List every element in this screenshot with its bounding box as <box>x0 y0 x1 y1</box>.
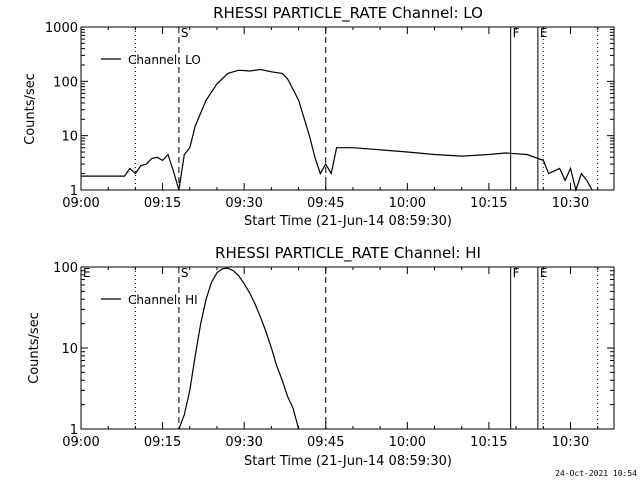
y-axis-label: Counts/sec <box>23 73 38 145</box>
x-tick-label: 10:15 <box>470 196 507 211</box>
event-marker-label: S <box>181 26 189 40</box>
x-tick-label: 09:45 <box>307 435 344 450</box>
plot-area: 09:00 09:15 09:30 09:45 10:00 10:15 10:30 1 10 10… <box>45 21 615 211</box>
panel-title: RHESSI PARTICLE_RATE Channel: HI <box>215 244 481 263</box>
x-tick-label: 09:30 <box>225 196 262 211</box>
event-marker-label: F <box>513 266 520 280</box>
y-tick-label: 100 <box>53 75 78 90</box>
series-line <box>81 68 593 193</box>
x-tick-label: 09:15 <box>144 435 181 450</box>
y-tick-label: 100 <box>53 261 78 276</box>
generation-timestamp: 24-Oct-2021 10:54 <box>555 469 637 478</box>
event-marker-label: S <box>181 266 189 280</box>
y-tick-label: 10 <box>61 130 78 145</box>
x-tick-label: 09:00 <box>62 435 99 450</box>
legend-entry: Channel: LO <box>128 53 201 67</box>
x-tick-label: 09:30 <box>225 435 262 450</box>
y-tick-label: 1 <box>70 184 78 199</box>
panel-title: RHESSI PARTICLE_RATE Channel: LO <box>213 4 483 23</box>
x-tick-label: 10:00 <box>389 196 426 211</box>
x-tick-label: 10:15 <box>470 435 507 450</box>
lo-channel-panel: RHESSI PARTICLE_RATE Channel: LO Counts/… <box>23 4 615 229</box>
event-marker-label: E <box>540 266 548 280</box>
x-tick-label: 10:30 <box>552 196 589 211</box>
x-tick-label: 09:45 <box>307 196 344 211</box>
event-marker-label: E <box>540 26 548 40</box>
x-tick-label: 09:15 <box>144 196 181 211</box>
plot-frame <box>80 26 615 191</box>
hi-channel-panel: RHESSI PARTICLE_RATE Channel: HI Counts/… <box>27 244 615 469</box>
series-line <box>178 267 300 430</box>
event-marker-label: F <box>513 26 520 40</box>
legend-entry: Channel: HI <box>128 293 198 307</box>
y-axis-label: Counts/sec <box>27 312 42 384</box>
x-axis-label: Start Time (21-Jun-14 08:59:30) <box>244 214 452 229</box>
event-marker-label: E <box>83 266 91 280</box>
plot-frame <box>80 266 615 430</box>
y-tick-label: 1000 <box>45 21 78 36</box>
x-tick-label: 10:30 <box>552 435 589 450</box>
plot-area: 09:00 09:15 09:30 09:45 10:00 10:15 10:30 1 10 10… <box>53 261 615 450</box>
y-tick-label: 10 <box>61 342 78 357</box>
x-tick-label: 10:00 <box>389 435 426 450</box>
x-tick-label: 09:00 <box>62 196 99 211</box>
y-tick-label: 1 <box>70 423 78 438</box>
x-axis-label: Start Time (21-Jun-14 08:59:30) <box>244 454 452 469</box>
